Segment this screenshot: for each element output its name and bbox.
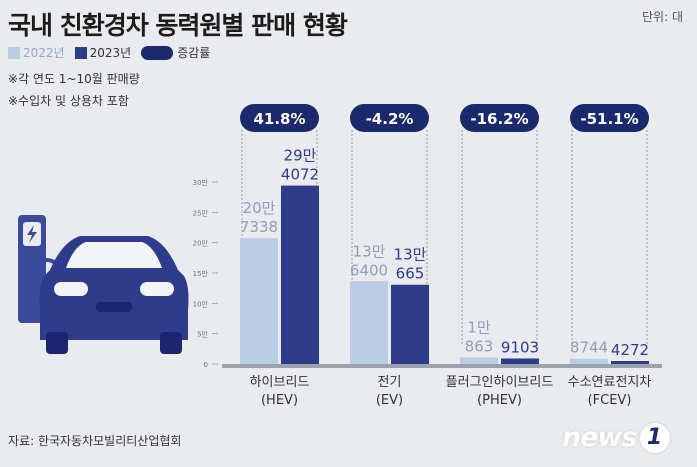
bar-2022년 <box>240 238 278 364</box>
bar-2022년 <box>570 358 608 364</box>
note-scope: ※수입차 및 상용차 포함 <box>8 94 129 108</box>
legend-item-2022: 2022년 <box>8 44 65 61</box>
data-label: 8744 <box>570 339 608 357</box>
y-tick-label: 20만 <box>193 239 209 248</box>
category-label: 하이브리드 (HEV) <box>250 375 310 408</box>
data-label: 1만 863 <box>465 318 494 355</box>
data-label: 13만 6400 <box>350 242 388 279</box>
y-tick-label: 0 <box>204 361 208 369</box>
y-tick-label: 25만 <box>193 208 209 217</box>
legend-item-change: 증감률 <box>141 44 210 61</box>
data-label: 20만 7338 <box>240 199 278 236</box>
car-icon <box>39 236 189 354</box>
bar-2022년 <box>350 281 388 364</box>
data-label: 13만 665 <box>394 246 427 283</box>
bar-2023년 <box>281 185 319 364</box>
change-label: 41.8% <box>253 110 305 128</box>
change-pill <box>460 104 539 132</box>
source-text: 자료: 한국자동차모빌리티산업협회 <box>8 434 182 448</box>
change-label: -4.2% <box>366 110 414 128</box>
legend-swatch-2022 <box>8 46 20 59</box>
change-pill <box>350 104 429 132</box>
legend-label-2023: 2023년 <box>89 46 132 60</box>
y-tick-label: 5만 <box>197 330 208 339</box>
data-label: 9103 <box>501 338 539 356</box>
legend-label-change: 증감률 <box>177 46 211 60</box>
bar-2023년 <box>611 361 649 364</box>
legend-swatch-2023 <box>74 46 87 59</box>
change-label: -16.2% <box>470 110 528 128</box>
y-tick-label: 10만 <box>193 299 209 308</box>
data-label: 29만 4072 <box>281 147 319 184</box>
y-tick-label: 15만 <box>193 269 209 278</box>
legend-item-2023: 2023년 <box>74 44 132 61</box>
bar-2022년 <box>460 357 498 364</box>
change-pill <box>570 104 649 132</box>
data-label: 4272 <box>611 341 649 359</box>
news1-logo: news 1 <box>562 422 670 453</box>
bar-2023년 <box>501 358 539 364</box>
legend-label-2022: 2022년 <box>23 46 65 60</box>
unit-label: 단위: 대 <box>642 10 683 24</box>
car-illustration <box>18 215 189 354</box>
y-tick-label: 30만 <box>193 178 209 187</box>
category-label: 수소연료전지차 (FCEV) <box>568 375 652 408</box>
change-label: -51.1% <box>580 110 638 128</box>
bar-2023년 <box>391 284 429 364</box>
legend-swatch-change <box>141 45 174 60</box>
category-label: 플러그인하이브리드 (PHEV) <box>446 375 554 408</box>
x-axis-baseline <box>222 364 662 368</box>
category-label: 전기 (EV) <box>376 375 403 408</box>
note-period: ※각 연도 1~10월 판매량 <box>8 72 140 86</box>
change-pill <box>240 104 319 132</box>
charger-icon <box>18 215 60 323</box>
logo-text: news <box>562 422 638 453</box>
legend: 2022년 2023년 증감률 <box>8 44 220 61</box>
logo-number: 1 <box>639 422 670 453</box>
page-title: 국내 친환경차 동력원별 판매 현황 <box>8 11 348 40</box>
